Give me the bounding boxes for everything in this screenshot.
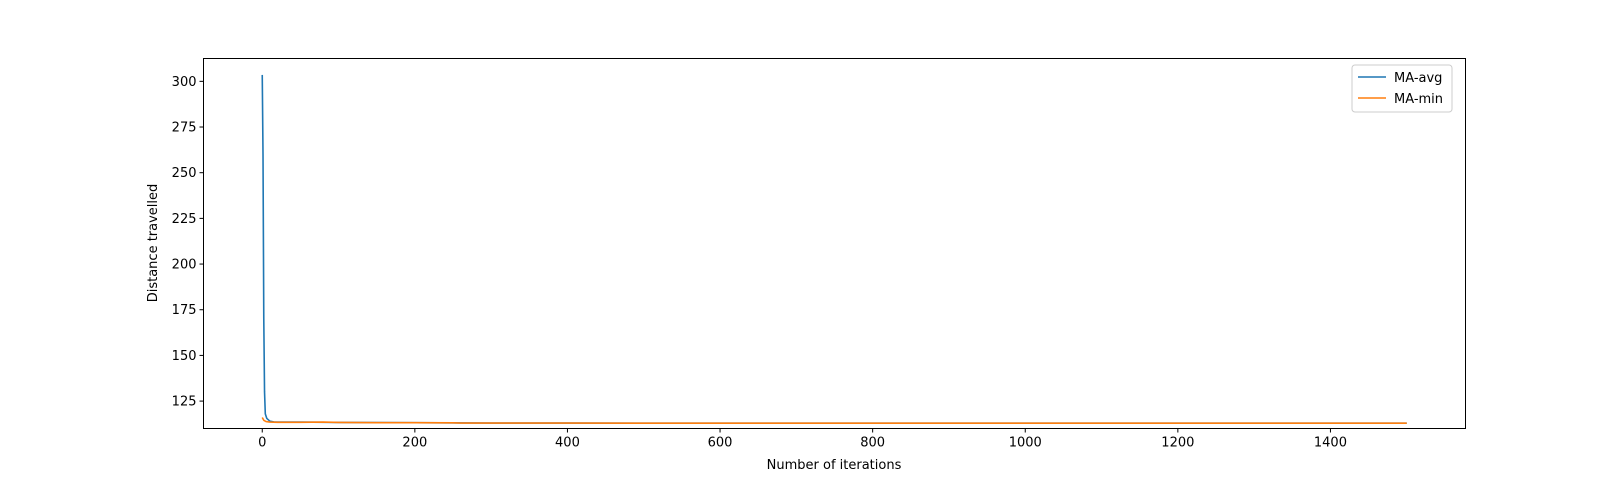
x-tick-label: 200 [402,436,427,451]
y-tick-label: 150 [172,349,197,364]
x-tick-label: 800 [860,436,885,451]
x-tick-label: 1400 [1314,436,1347,451]
legend-label-ma-avg: MA-avg [1394,71,1442,86]
y-axis: 125 150 175 200 225 250 275 300 [172,75,204,410]
y-tick-label: 250 [172,166,197,181]
series-line-ma-min [261,417,1407,424]
y-tick-label: 300 [172,75,197,90]
y-axis-label: Distance travelled [146,184,161,303]
x-axis: 0 200 400 600 800 1000 1200 1400 [258,428,1347,451]
y-tick-label: 175 [172,303,197,318]
y-tick-label: 225 [172,212,197,227]
x-axis-label: Number of iterations [767,458,902,473]
x-tick-label: 1000 [1009,436,1042,451]
x-tick-label: 600 [708,436,733,451]
legend: MA-avg MA-min [1351,64,1453,113]
legend-label-ma-min: MA-min [1394,92,1443,107]
plot-frame [203,58,1466,429]
y-tick-label: 200 [172,258,197,273]
plot-area [261,74,1407,424]
x-tick-label: 1200 [1161,436,1194,451]
y-tick-label: 275 [172,121,197,136]
x-tick-label: 400 [555,436,580,451]
y-tick-label: 125 [172,395,197,410]
x-tick-label: 0 [258,436,266,451]
